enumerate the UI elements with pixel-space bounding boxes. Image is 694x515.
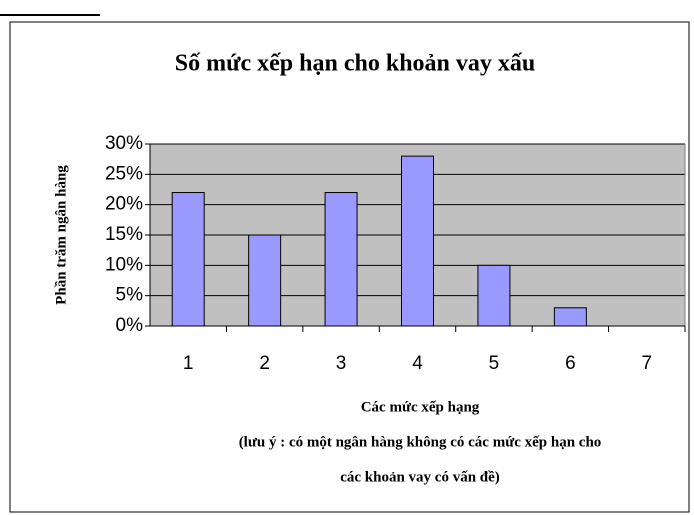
bar [477,264,511,327]
x-tick-label: 4 [412,353,423,374]
x-tick-label: 5 [489,353,500,374]
y-tick-label: 0% [116,315,144,336]
bar [248,234,282,327]
y-axis-label: Phần trăm ngân hàng [53,165,69,305]
note-line: các khoản vay có vấn đề) [340,469,500,485]
y-tick-label: 5% [116,285,144,306]
y-tick-label: 30% [105,133,143,154]
x-tick-label: 6 [565,353,576,374]
x-tick-label: 7 [641,353,652,374]
chart-title: Số mức xếp hạn cho khoản vay xấu [175,51,535,77]
y-tick-label: 20% [105,194,143,215]
x-tick-label: 1 [183,353,194,374]
y-tick-label: 10% [105,254,143,275]
x-tick-label: 3 [336,353,347,374]
x-tick-label: 2 [259,353,270,374]
bar [324,192,358,327]
bar [553,307,587,327]
y-tick-label: 15% [105,224,143,245]
x-axis-label: Các mức xếp hạng [361,399,480,415]
bar [171,192,205,327]
bar [401,155,434,327]
note-line: (lưu ý : có một ngân hàng không có các m… [239,434,602,450]
y-tick-label: 25% [105,163,143,184]
